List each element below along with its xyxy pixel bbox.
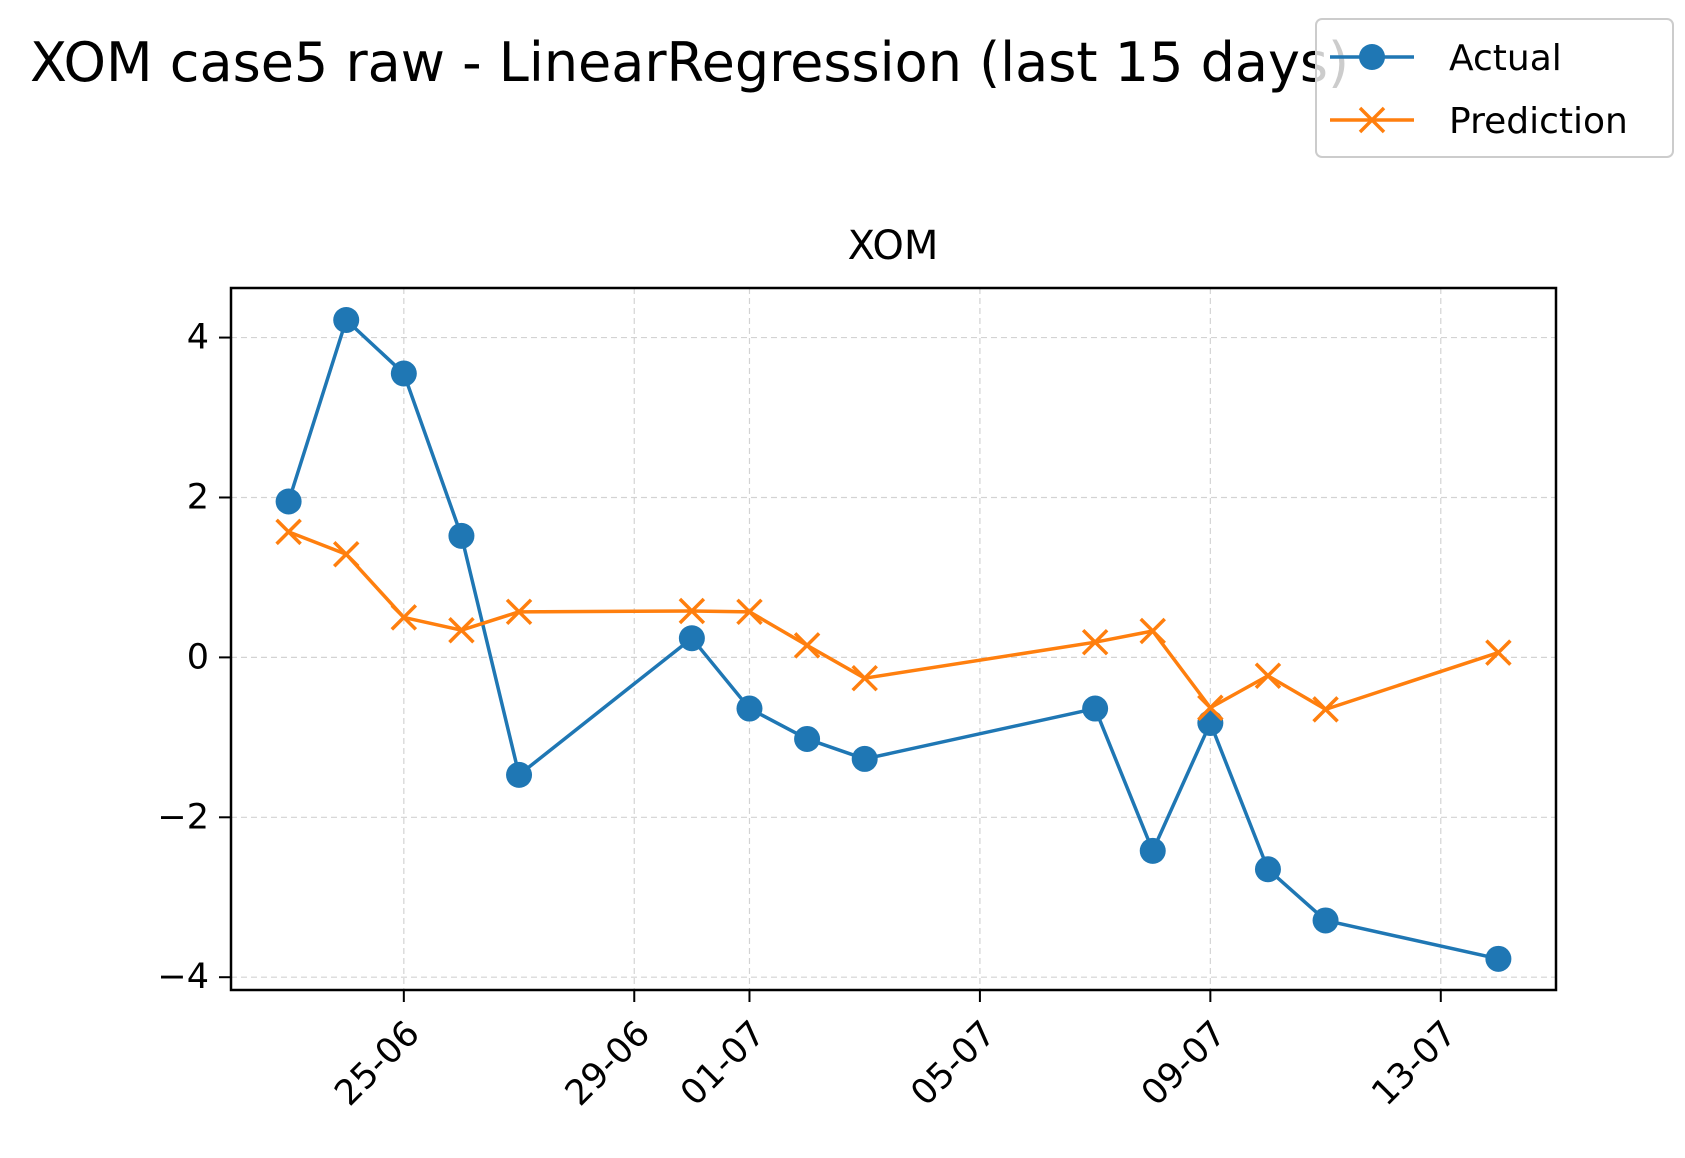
legend-marker-actual: [1359, 44, 1385, 70]
x-tick-label: 01-07: [673, 1014, 773, 1114]
data-point-actual: [851, 745, 878, 772]
legend-label-actual: Actual: [1449, 38, 1562, 79]
data-point-actual: [390, 360, 417, 387]
y-tick-label: −4: [157, 957, 209, 997]
data-point-actual: [1485, 945, 1512, 972]
data-point-prediction: [1139, 617, 1166, 645]
series-prediction: [275, 518, 1512, 723]
legend: Actual Prediction: [1315, 18, 1674, 158]
x-tick-label: 09-07: [1134, 1014, 1234, 1114]
data-point-actual: [1082, 695, 1109, 722]
data-point-prediction: [448, 616, 475, 644]
data-point-prediction: [736, 598, 763, 626]
y-tick-label: 0: [187, 637, 209, 677]
data-point-prediction: [275, 518, 302, 546]
series-actual: [275, 306, 1512, 972]
data-point-actual: [448, 522, 475, 549]
data-point-prediction: [678, 597, 706, 625]
legend-frame: [1315, 18, 1674, 158]
data-point-prediction: [390, 604, 418, 631]
y-tick-label: 4: [187, 318, 209, 358]
data-point-actual: [794, 725, 821, 752]
data-point-actual: [506, 761, 533, 788]
legend-entry-actual: Actual: [1330, 38, 1562, 79]
figure-title: XOM case5 raw - LinearRegression (last 1…: [30, 31, 1349, 94]
y-tick-label: 2: [187, 477, 209, 517]
data-point-prediction: [1254, 662, 1282, 690]
y-axis: 4 2 0 −2 −4: [157, 318, 231, 997]
data-point-prediction: [1081, 628, 1109, 656]
data-point-prediction: [505, 598, 533, 626]
data-point-actual: [333, 306, 360, 333]
data-point-prediction: [1197, 694, 1224, 721]
data-point-prediction: [332, 541, 360, 568]
data-point-actual: [275, 488, 302, 515]
gridlines: [231, 288, 1556, 990]
data-point-prediction: [1312, 696, 1339, 723]
legend-label-prediction: Prediction: [1449, 101, 1628, 142]
data-point-prediction: [1485, 639, 1512, 666]
x-tick-label: 05-07: [904, 1014, 1004, 1114]
x-tick-label: 29-06: [558, 1014, 658, 1114]
legend-marker-prediction: [1358, 106, 1386, 134]
data-point-prediction: [851, 664, 878, 692]
data-point-actual: [1139, 837, 1166, 864]
data-point-actual: [736, 695, 763, 722]
x-tick-label: 13-07: [1364, 1014, 1464, 1114]
y-tick-label: −2: [157, 797, 209, 837]
chart-title: XOM: [848, 223, 939, 269]
data-point-prediction: [793, 632, 821, 659]
series-layer: [275, 306, 1512, 972]
data-point-actual: [1254, 856, 1281, 883]
plot-area: [229, 286, 1558, 992]
x-tick-label: 25-06: [328, 1014, 428, 1114]
x-axis: 25-06 29-06 01-07 05-07 09-07 13-07: [328, 990, 1465, 1114]
data-point-actual: [1312, 907, 1339, 934]
data-point-actual: [1197, 709, 1224, 736]
data-point-actual: [678, 625, 705, 652]
legend-entry-prediction: Prediction: [1330, 101, 1628, 142]
